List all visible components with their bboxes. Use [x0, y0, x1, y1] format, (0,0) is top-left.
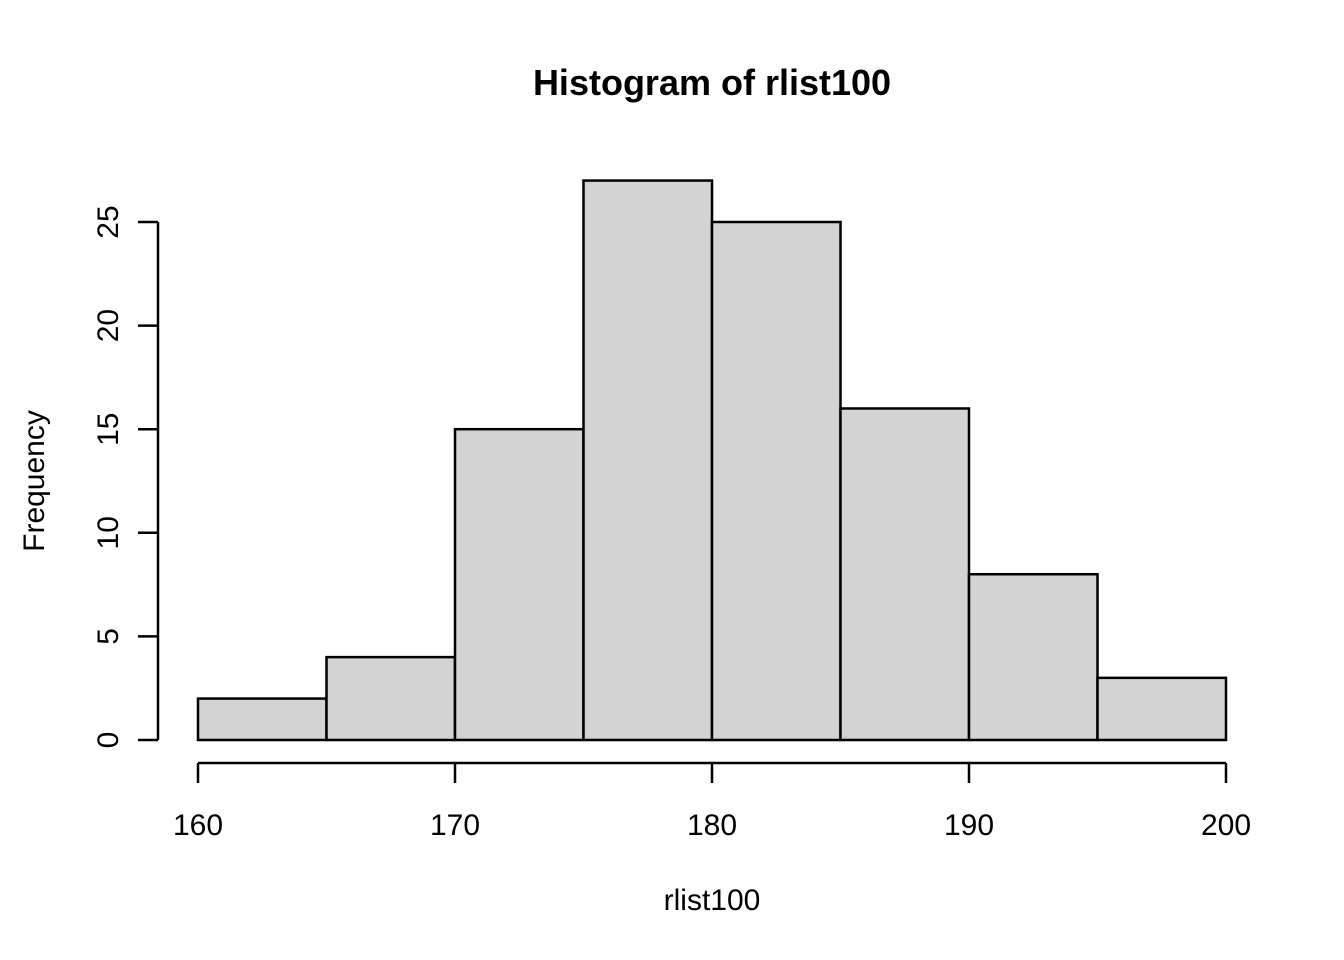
bars-group [196, 179, 1228, 742]
x-tick-label: 200 [1201, 809, 1251, 842]
x-axis-label: rlist100 [664, 884, 761, 917]
y-tick-label: 25 [92, 205, 125, 238]
histogram-bar [196, 697, 328, 742]
y-tick-label: 15 [92, 413, 125, 446]
histogram-bar [839, 407, 971, 742]
y-tick-label: 20 [92, 309, 125, 342]
axes-group: 0 5 10 15 20 25 160 170 180 190 200 [92, 205, 1251, 842]
histogram-bar [967, 572, 1099, 742]
x-tick-label: 170 [430, 809, 480, 842]
histogram-bar [325, 655, 457, 742]
x-tick-label: 190 [944, 809, 994, 842]
chart-title: Histogram of rlist100 [533, 62, 891, 103]
y-axis-label: Frequency [18, 410, 51, 552]
y-tick-label: 5 [92, 628, 125, 645]
histogram-bar [582, 179, 714, 742]
histogram-bar [1096, 676, 1228, 742]
histogram-bar [710, 220, 842, 742]
histogram-bar [453, 427, 585, 742]
x-tick-label: 160 [173, 809, 223, 842]
y-tick-label: 0 [92, 732, 125, 749]
x-tick-label: 180 [687, 809, 737, 842]
y-tick-label: 10 [92, 516, 125, 549]
